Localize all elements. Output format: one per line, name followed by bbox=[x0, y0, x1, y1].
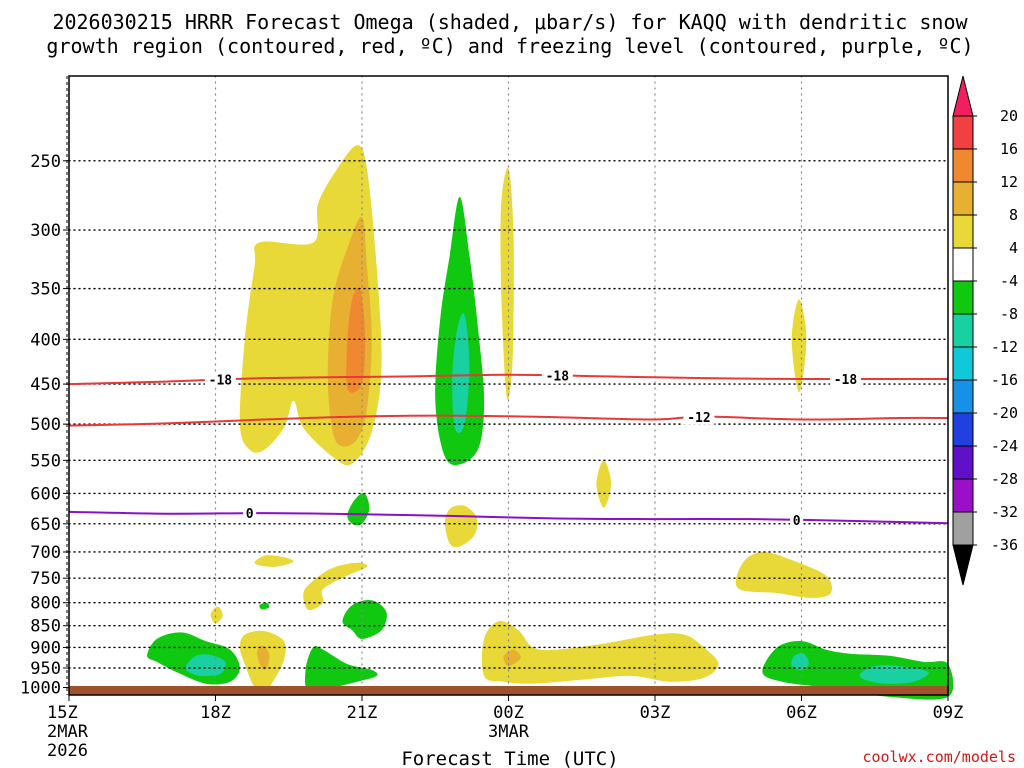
y-tick-label-400: 400 bbox=[30, 330, 61, 350]
region-yellow-spike-2300 bbox=[500, 167, 514, 400]
contour-label-bg-dgz-minus12-0 bbox=[683, 408, 715, 425]
y-tick-label-600: 600 bbox=[30, 484, 61, 504]
x-tick-label-03Z: 03Z bbox=[640, 703, 671, 723]
colorbar-bin-2 bbox=[952, 148, 974, 183]
contour-dgz-minus18 bbox=[68, 373, 949, 386]
contour-label-dgz-minus18-0: -18 bbox=[209, 374, 233, 389]
x-tick-label-15Z: 15Z bbox=[47, 703, 78, 723]
region-orange-dot-1900-920 bbox=[257, 645, 270, 670]
omega-shaded-regions bbox=[147, 145, 954, 700]
contour-label-freezing-level-1: 0 bbox=[793, 514, 801, 529]
region-yellow-blob-1800-820 bbox=[210, 606, 223, 624]
region-yellow-spike-0100 bbox=[596, 460, 612, 508]
y-tick-label-700: 700 bbox=[30, 543, 61, 563]
y-tick-label-250: 250 bbox=[30, 152, 61, 172]
contour-label-dgz-minus18-1: -18 bbox=[546, 370, 570, 385]
colorbar-label-0: 20 bbox=[1000, 107, 1018, 125]
contour-label-freezing-level-0: 0 bbox=[246, 507, 254, 522]
y-tick-label-800: 800 bbox=[30, 594, 61, 614]
colorbar-label-11: -28 bbox=[991, 470, 1018, 488]
x-tick-label-09Z: 09Z bbox=[933, 703, 964, 723]
contour-label-dgz-minus12-0: -12 bbox=[687, 411, 710, 426]
colorbar-bin-3 bbox=[952, 181, 974, 216]
region-green-band-0500-0900 bbox=[762, 641, 954, 700]
ground-bar bbox=[69, 686, 948, 695]
colorbar-bin-8 bbox=[952, 346, 974, 381]
colorbar-label-4: 4 bbox=[1009, 239, 1018, 257]
y-tick-label-350: 350 bbox=[30, 280, 61, 300]
contour-label-bg-dgz-minus18-2 bbox=[829, 370, 861, 387]
y-tick-label-1000: 1000 bbox=[20, 678, 61, 698]
chart-title-line1: 2026030215 HRRR Forecast Omega (shaded, … bbox=[52, 10, 968, 34]
contour-label-bg-freezing-level-0 bbox=[243, 505, 257, 522]
y-tick-label-850: 850 bbox=[30, 617, 61, 637]
colorbar-bin-12 bbox=[952, 478, 974, 513]
chart-title-line2: growth region (contoured, red, ºC) and f… bbox=[46, 34, 973, 58]
colorbar-label-5: -4 bbox=[1000, 272, 1018, 290]
contour-dgz-minus12 bbox=[68, 414, 949, 427]
region-teal-core-0500-920 bbox=[791, 653, 809, 671]
colorbar-label-12: -32 bbox=[991, 503, 1018, 521]
colorbar-label-3: 8 bbox=[1009, 206, 1018, 224]
colorbar-bin-4 bbox=[952, 214, 974, 249]
colorbar-label-9: -20 bbox=[991, 404, 1018, 422]
contour-label-dgz-minus18-2: -18 bbox=[834, 373, 858, 388]
region-green-blob-2100-830 bbox=[342, 599, 387, 639]
region-orange-dot-2330-920 bbox=[503, 649, 521, 667]
region-green-blob-2030-950 bbox=[305, 646, 378, 693]
y-tick-label-450: 450 bbox=[30, 375, 61, 395]
credit-text: coolwx.com/models bbox=[862, 748, 1016, 766]
colorbar-top-arrow bbox=[952, 75, 974, 117]
region-yellow-spike-0500 bbox=[791, 299, 807, 393]
contour-label-bg-freezing-level-1 bbox=[790, 511, 804, 528]
region-green-blob-2100-mid bbox=[347, 493, 370, 526]
colorbar-bin-7 bbox=[952, 313, 974, 348]
x-tick-label-21Z: 21Z bbox=[347, 703, 378, 723]
colorbar-label-13: -36 bbox=[991, 536, 1018, 554]
region-yellow-blob-1900-700 bbox=[254, 555, 294, 567]
y-tick-label-650: 650 bbox=[30, 515, 61, 535]
x-tick-label-06Z: 06Z bbox=[786, 703, 817, 723]
x-tick-label-18Z: 18Z bbox=[200, 703, 231, 723]
colorbar-bin-11 bbox=[952, 445, 974, 480]
y-axis: 2503003504004505005506006507007508008509… bbox=[20, 152, 69, 698]
contour-lines: -18 -18 -18 -12 0 0 bbox=[68, 367, 949, 529]
x-tick-label-00Z: 00Z bbox=[493, 703, 524, 723]
region-yellow-blob-2100-750 bbox=[303, 562, 368, 611]
x-axis-label: Forecast Time (UTC) bbox=[401, 748, 618, 768]
x-tick-sublabel2-15Z: 2026 bbox=[47, 741, 88, 761]
y-tick-label-550: 550 bbox=[30, 451, 61, 471]
colorbar-label-8: -16 bbox=[991, 371, 1018, 389]
colorbar-label-1: 16 bbox=[1000, 140, 1018, 158]
contour-label-bg-dgz-minus18-1 bbox=[541, 367, 573, 384]
region-green-dot-1900-800 bbox=[259, 602, 270, 610]
colorbar-bin-1 bbox=[952, 115, 974, 150]
colorbar-label-2: 12 bbox=[1000, 173, 1018, 191]
colorbar-bottom-arrow bbox=[952, 544, 974, 586]
colorbar-label-7: -12 bbox=[991, 338, 1018, 356]
colorbar-bin-10 bbox=[952, 412, 974, 447]
contour-label-bg-dgz-minus18-0 bbox=[204, 371, 236, 388]
region-teal-core-0700-960 bbox=[859, 665, 929, 684]
colorbar-bin-13 bbox=[952, 511, 974, 546]
colorbar-label-6: -8 bbox=[1000, 305, 1018, 323]
region-dark-orange-core-2100 bbox=[346, 287, 366, 393]
region-yellow-blob-2200-mid bbox=[445, 505, 478, 548]
region-teal-core-2200 bbox=[452, 312, 470, 434]
colorbar-bin-5 bbox=[952, 247, 974, 282]
colorbar-bin-6 bbox=[952, 280, 974, 315]
colorbar: 20 16 12 8 4 -4 -8 -12 -16 -20 -24 -28 -32 -36 bbox=[952, 75, 1018, 586]
x-tick-sublabel1-00Z: 3MAR bbox=[488, 722, 530, 742]
colorbar-bin-9 bbox=[952, 379, 974, 414]
y-tick-label-900: 900 bbox=[30, 638, 61, 658]
y-tick-label-950: 950 bbox=[30, 659, 61, 679]
region-yellow-blob-0430-740 bbox=[735, 551, 833, 598]
x-tick-sublabel1-15Z: 2MAR bbox=[47, 722, 89, 742]
y-tick-label-500: 500 bbox=[30, 415, 61, 435]
y-tick-label-750: 750 bbox=[30, 569, 61, 589]
colorbar-label-10: -24 bbox=[991, 437, 1018, 455]
y-tick-label-300: 300 bbox=[30, 221, 61, 241]
